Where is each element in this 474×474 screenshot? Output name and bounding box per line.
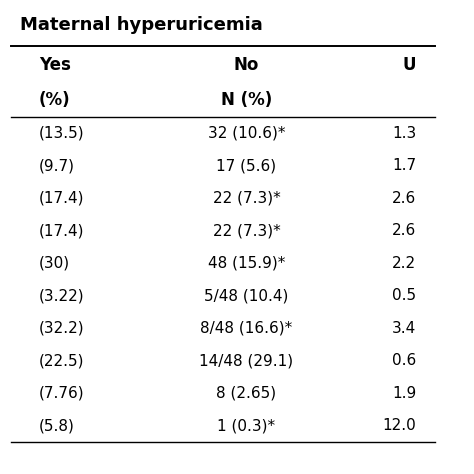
Text: Maternal hyperuricemia: Maternal hyperuricemia [20,16,263,34]
Text: 5/48 (10.4): 5/48 (10.4) [204,288,289,303]
Text: 0.6: 0.6 [392,353,416,368]
Text: (22.5): (22.5) [39,353,84,368]
Text: 14/48 (29.1): 14/48 (29.1) [200,353,293,368]
Text: 12.0: 12.0 [383,419,416,433]
Text: (5.8): (5.8) [39,419,75,433]
Text: 3.4: 3.4 [392,321,416,336]
Text: No: No [234,56,259,74]
Text: 32 (10.6)*: 32 (10.6)* [208,126,285,141]
Text: (17.4): (17.4) [39,223,84,238]
Text: U: U [402,56,416,74]
Text: 2.6: 2.6 [392,191,416,206]
Text: 17 (5.6): 17 (5.6) [216,158,276,173]
Text: (13.5): (13.5) [39,126,85,141]
Text: 2.2: 2.2 [392,256,416,271]
Text: (17.4): (17.4) [39,191,84,206]
Text: 1.7: 1.7 [392,158,416,173]
Text: 48 (15.9)*: 48 (15.9)* [208,256,285,271]
Text: (7.76): (7.76) [39,386,85,401]
Text: (30): (30) [39,256,70,271]
Text: 1.9: 1.9 [392,386,416,401]
Text: 0.5: 0.5 [392,288,416,303]
Text: (9.7): (9.7) [39,158,75,173]
Text: (3.22): (3.22) [39,288,85,303]
Text: 2.6: 2.6 [392,223,416,238]
Text: (%): (%) [39,91,71,109]
Text: Yes: Yes [39,56,71,74]
Text: N (%): N (%) [221,91,272,109]
Text: 22 (7.3)*: 22 (7.3)* [212,223,280,238]
Text: 1 (0.3)*: 1 (0.3)* [218,419,275,433]
Text: 1.3: 1.3 [392,126,416,141]
Text: 8 (2.65): 8 (2.65) [216,386,276,401]
Text: 8/48 (16.6)*: 8/48 (16.6)* [201,321,292,336]
Text: 22 (7.3)*: 22 (7.3)* [212,191,280,206]
Text: (32.2): (32.2) [39,321,85,336]
